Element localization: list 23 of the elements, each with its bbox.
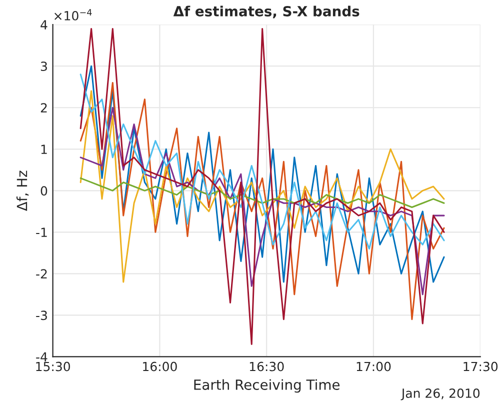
y-tick-label: -4 [36,352,48,362]
text: ×10$^{−4}$ [54,9,92,20]
line-series [80,82,445,320]
line-series [80,74,445,250]
y-axis-title: Δf, Hz [16,170,29,212]
y-tick-label: -2 [36,269,47,278]
line-series [80,177,445,208]
y-tick-label: 2 [40,103,47,112]
y-tick-label: -3 [36,310,47,320]
chart-title: Δf estimates, S-X bands [173,6,360,18]
x-tick-label: 16:30 [250,362,284,372]
x-tick-label: 17:30 [464,362,498,372]
y-tick-label: -1 [36,228,47,237]
x-axis-title: Earth Receiving Time [194,379,340,393]
x-tick-label: 17:00 [356,362,391,372]
y-tick-label: 3 [40,62,47,72]
text: Jan 26, 2010 [400,388,480,400]
line-series [80,28,445,346]
y-tick-label: 4 [40,20,48,30]
y-tick-label: 0 [40,186,48,196]
x-tick-label: 16:00 [143,362,177,372]
x-tick-label: 15:30 [36,362,70,372]
y-tick-label: 1 [41,144,47,154]
